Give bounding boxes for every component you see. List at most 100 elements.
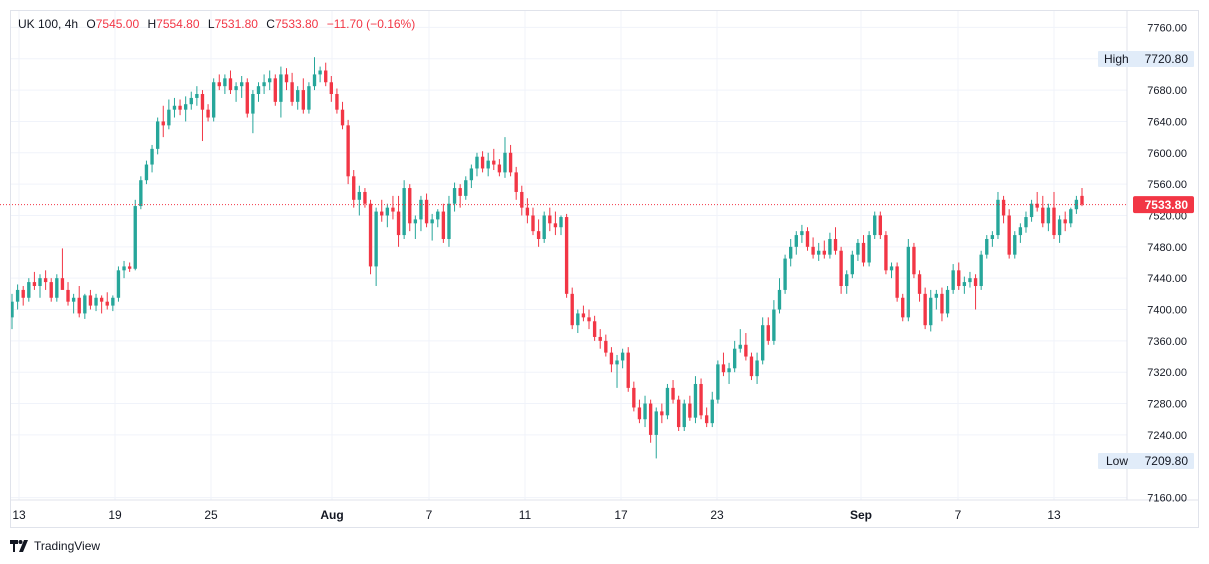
candle[interactable]	[878, 211, 883, 239]
candle[interactable]	[335, 88, 339, 114]
candle[interactable]	[772, 300, 776, 345]
candle[interactable]	[934, 289, 939, 310]
candle[interactable]	[497, 159, 502, 177]
candle[interactable]	[727, 362, 731, 384]
candle[interactable]	[116, 266, 121, 302]
candle[interactable]	[968, 271, 972, 288]
candle[interactable]	[531, 207, 535, 236]
candle[interactable]	[32, 271, 37, 290]
candle[interactable]	[643, 395, 647, 428]
candle[interactable]	[122, 260, 126, 279]
candle[interactable]	[284, 68, 289, 91]
candle[interactable]	[822, 240, 826, 259]
candle[interactable]	[508, 144, 513, 177]
candle[interactable]	[973, 274, 978, 310]
candle[interactable]	[1069, 207, 1073, 228]
candle[interactable]	[609, 347, 614, 373]
candle[interactable]	[682, 399, 686, 431]
candle[interactable]	[884, 231, 888, 275]
candle[interactable]	[721, 352, 726, 377]
candle[interactable]	[21, 286, 25, 306]
candle[interactable]	[464, 176, 468, 200]
candle[interactable]	[861, 235, 866, 267]
candle[interactable]	[66, 282, 70, 306]
candle[interactable]	[127, 262, 132, 272]
candle[interactable]	[240, 75, 244, 98]
candle[interactable]	[228, 70, 233, 95]
candle[interactable]	[183, 96, 188, 122]
candle[interactable]	[654, 407, 658, 459]
candle[interactable]	[889, 262, 894, 279]
candle[interactable]	[172, 97, 177, 118]
candle[interactable]	[436, 209, 440, 228]
candle[interactable]	[940, 287, 944, 322]
candle[interactable]	[777, 278, 782, 314]
candle[interactable]	[301, 78, 305, 114]
candle[interactable]	[514, 166, 518, 200]
candle[interactable]	[744, 333, 748, 361]
candle[interactable]	[990, 231, 995, 247]
candle[interactable]	[49, 278, 53, 302]
candle[interactable]	[234, 82, 238, 102]
candle[interactable]	[676, 395, 681, 431]
candle[interactable]	[845, 270, 849, 294]
candle[interactable]	[704, 407, 709, 428]
candle[interactable]	[957, 262, 961, 290]
candle[interactable]	[111, 295, 115, 312]
candle[interactable]	[901, 293, 905, 322]
candle[interactable]	[391, 195, 395, 220]
candle[interactable]	[755, 352, 759, 384]
candle[interactable]	[441, 203, 446, 243]
candle[interactable]	[402, 180, 406, 239]
candle[interactable]	[850, 250, 854, 279]
candle[interactable]	[716, 360, 720, 404]
candle[interactable]	[200, 90, 205, 142]
candle[interactable]	[766, 317, 770, 345]
candle[interactable]	[447, 195, 451, 247]
candle[interactable]	[660, 403, 664, 424]
candle[interactable]	[480, 151, 485, 173]
candle[interactable]	[357, 185, 362, 216]
candle[interactable]	[430, 213, 434, 241]
candle[interactable]	[458, 184, 462, 208]
candle[interactable]	[923, 287, 927, 330]
candle[interactable]	[178, 99, 182, 116]
candle[interactable]	[587, 309, 591, 330]
candle[interactable]	[632, 381, 636, 412]
candle[interactable]	[139, 176, 143, 210]
candle[interactable]	[1018, 223, 1023, 243]
candle[interactable]	[15, 284, 20, 310]
candle[interactable]	[469, 164, 474, 189]
candle[interactable]	[833, 227, 838, 255]
candle[interactable]	[548, 207, 552, 232]
candle[interactable]	[340, 101, 345, 130]
candle[interactable]	[867, 231, 871, 267]
candle[interactable]	[88, 289, 93, 310]
candle[interactable]	[1080, 188, 1084, 207]
candle[interactable]	[912, 242, 916, 279]
candle[interactable]	[503, 137, 507, 178]
candle[interactable]	[581, 305, 586, 322]
candle[interactable]	[917, 270, 922, 302]
candle[interactable]	[155, 117, 160, 155]
candle[interactable]	[419, 195, 423, 232]
candle[interactable]	[312, 57, 317, 91]
candle[interactable]	[525, 198, 530, 224]
candle[interactable]	[979, 250, 983, 290]
candle[interactable]	[592, 315, 597, 341]
candle[interactable]	[452, 182, 457, 212]
candle[interactable]	[693, 376, 698, 424]
candle[interactable]	[195, 86, 199, 106]
candle[interactable]	[94, 293, 98, 312]
candle[interactable]	[732, 340, 737, 373]
candle[interactable]	[346, 119, 350, 185]
candle[interactable]	[1035, 191, 1039, 212]
candle[interactable]	[223, 74, 227, 95]
candle[interactable]	[564, 213, 569, 298]
candle[interactable]	[738, 329, 742, 353]
candle[interactable]	[615, 354, 619, 388]
candle[interactable]	[329, 75, 333, 102]
candle[interactable]	[217, 74, 221, 91]
candle[interactable]	[794, 231, 798, 255]
candle[interactable]	[105, 292, 109, 310]
